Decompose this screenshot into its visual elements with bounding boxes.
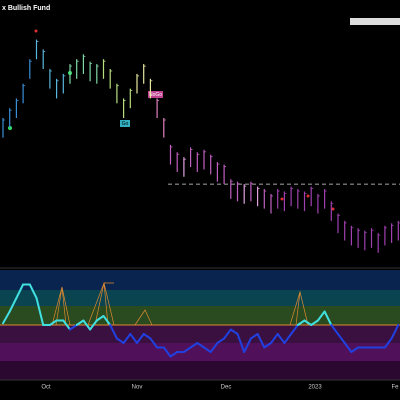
oscillator-segment [243,337,252,353]
oscillator-segment [136,333,145,344]
spike [51,286,71,326]
signal-dot [331,207,335,211]
band [0,270,400,290]
oscillator-segment [330,324,339,335]
oscillator-segment [169,351,179,358]
oscillator-segment [2,310,11,325]
annotation: Go [122,121,129,127]
oscillator-segment [8,297,18,313]
oscillator-segment [75,319,85,326]
oscillator-segment [276,333,286,344]
oscillator-segment [290,324,299,335]
oscillator-segment [129,333,138,344]
oscillator-segment [109,324,118,340]
band [0,325,400,343]
oscillator-segment [102,315,112,326]
signal-dot [34,29,38,33]
x-tick-label: Fe [391,385,399,391]
oscillator-segment [270,333,279,344]
spike [87,281,115,326]
oscillator-segment [229,328,239,335]
signal-dot [280,197,284,201]
oscillator-segment [149,337,159,349]
oscillator-segment [236,333,246,353]
spikes [51,281,309,326]
oscillator-segment [316,310,326,322]
oscillator-segment [310,319,319,326]
x-tick-label: 2023 [308,385,322,391]
oscillator-segment [383,337,393,349]
annotation: NoGo [149,92,162,98]
band [0,343,400,361]
oscillator-segment [296,319,306,326]
oscillator-segment [283,333,293,344]
oscillator-segment [162,346,172,358]
oscillator-segment [256,333,266,349]
oscillator-segment [350,346,360,353]
oscillator-segment [115,337,125,344]
oscillator-segment [323,310,333,326]
band [0,361,400,380]
oscillator-segment [182,346,192,353]
x-tick-label: Oct [41,385,51,391]
band [0,306,400,325]
oscillator-segment [343,342,353,353]
oscillator-segment [196,342,205,349]
oscillator-segment [216,337,226,344]
oscillator-segment [337,333,346,344]
x-tick-label: Dec [221,385,232,391]
spike [289,290,309,326]
oscillator-segment [95,315,105,322]
oscillator-segment [303,319,313,326]
oscillator-segment [28,283,38,299]
oscillator-segment [69,324,78,331]
oscillator-segment [62,319,71,331]
oscillator-segment [82,319,92,331]
oscillator-segment [223,328,232,340]
spike [134,309,153,326]
oscillator-segment [35,297,45,326]
chart-title: x Bullish Fund [2,5,50,12]
oscillator-segment [142,333,152,340]
nogo-badge [148,91,163,98]
toolbar-box [350,18,400,25]
oscillator-segment [189,342,199,349]
oscillator-segment [203,346,212,353]
signal-dot [8,126,12,130]
oscillator-segment [48,319,58,326]
oscillator-segment [390,324,400,340]
oscillator-segment [249,333,259,340]
x-tick-label: Nov [132,385,143,391]
oscillator-segment [122,333,132,344]
go-badge [120,120,130,127]
signal-dot [306,194,310,198]
oscillator-segment [209,342,219,353]
oscillator-segment [15,283,25,299]
oscillator-segment [263,342,272,349]
oscillator-segment [89,319,98,331]
